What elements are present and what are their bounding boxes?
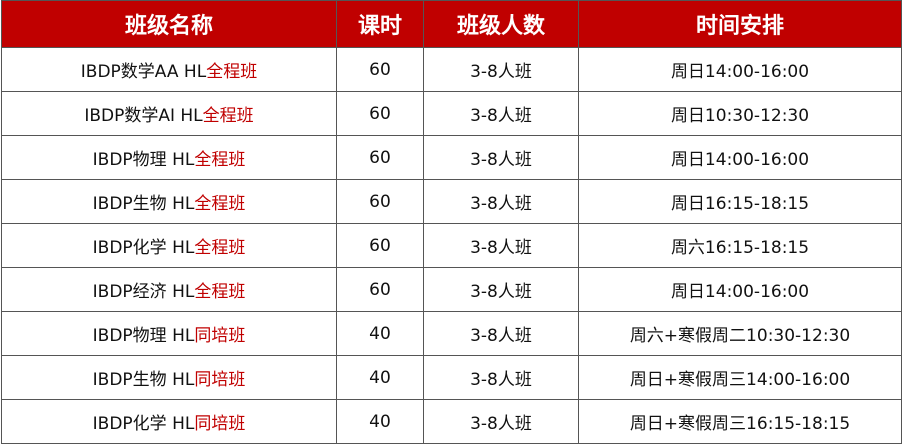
class-name: IBDP物理 HL — [92, 326, 195, 346]
header-row: 班级名称 课时 班级人数 时间安排 — [1, 0, 902, 48]
hours-cell: 60 — [336, 47, 424, 92]
table-row: IBDP数学AA HL全程班 60 3-8人班 周日14:00-16:00 — [1, 47, 902, 92]
class-size-cell: 3-8人班 — [423, 355, 579, 400]
class-name: IBDP生物 HL — [92, 194, 195, 214]
class-name: IBDP化学 HL — [92, 414, 195, 434]
table-row: IBDP化学 HL同培班 40 3-8人班 周日+寒假周三16:15-18:15 — [1, 399, 902, 444]
schedule-cell: 周日14:00-16:00 — [578, 135, 902, 180]
class-type: 同培班 — [194, 370, 246, 390]
table-row: IBDP物理 HL同培班 40 3-8人班 周六+寒假周二10:30-12:30 — [1, 311, 902, 356]
table-row: IBDP经济 HL全程班 60 3-8人班 周日14:00-16:00 — [1, 267, 902, 312]
class-size-cell: 3-8人班 — [423, 311, 579, 356]
hours-cell: 60 — [336, 135, 424, 180]
table-row: IBDP化学 HL全程班 60 3-8人班 周六16:15-18:15 — [1, 223, 902, 268]
class-size-cell: 3-8人班 — [423, 223, 579, 268]
schedule-cell: 周六+寒假周二10:30-12:30 — [578, 311, 902, 356]
hours-cell: 60 — [336, 267, 424, 312]
hours-cell: 40 — [336, 399, 424, 444]
header-schedule: 时间安排 — [578, 0, 902, 48]
header-class-name: 班级名称 — [1, 0, 337, 48]
schedule-cell: 周日16:15-18:15 — [578, 179, 902, 224]
header-hours: 课时 — [336, 0, 424, 48]
class-name: IBDP数学AI HL — [84, 106, 203, 126]
class-type: 全程班 — [194, 238, 246, 258]
class-name-cell: IBDP生物 HL同培班 — [1, 355, 337, 400]
class-name: IBDP数学AA HL — [80, 62, 207, 82]
hours-cell: 40 — [336, 355, 424, 400]
table-row: IBDP数学AI HL全程班 60 3-8人班 周日10:30-12:30 — [1, 91, 902, 136]
schedule-cell: 周日10:30-12:30 — [578, 91, 902, 136]
schedule-cell: 周日+寒假周三16:15-18:15 — [578, 399, 902, 444]
class-name-cell: IBDP物理 HL全程班 — [1, 135, 337, 180]
hours-cell: 40 — [336, 311, 424, 356]
class-size-cell: 3-8人班 — [423, 91, 579, 136]
class-size-cell: 3-8人班 — [423, 47, 579, 92]
class-size-cell: 3-8人班 — [423, 399, 579, 444]
hours-cell: 60 — [336, 91, 424, 136]
class-name-cell: IBDP生物 HL全程班 — [1, 179, 337, 224]
schedule-cell: 周日+寒假周三14:00-16:00 — [578, 355, 902, 400]
schedule-cell: 周六16:15-18:15 — [578, 223, 902, 268]
class-type: 全程班 — [206, 62, 258, 82]
hours-cell: 60 — [336, 179, 424, 224]
class-type: 全程班 — [194, 150, 246, 170]
table-row: IBDP生物 HL同培班 40 3-8人班 周日+寒假周三14:00-16:00 — [1, 355, 902, 400]
class-name: IBDP物理 HL — [92, 150, 195, 170]
hours-cell: 60 — [336, 223, 424, 268]
class-size-cell: 3-8人班 — [423, 267, 579, 312]
class-name-cell: IBDP物理 HL同培班 — [1, 311, 337, 356]
class-type: 全程班 — [202, 106, 254, 126]
class-name-cell: IBDP数学AI HL全程班 — [1, 91, 337, 136]
class-name-cell: IBDP数学AA HL全程班 — [1, 47, 337, 92]
class-name: IBDP化学 HL — [92, 238, 195, 258]
class-type: 同培班 — [194, 326, 246, 346]
class-name-cell: IBDP化学 HL全程班 — [1, 223, 337, 268]
class-type: 同培班 — [194, 414, 246, 434]
header-class-size: 班级人数 — [423, 0, 579, 48]
class-type: 全程班 — [194, 282, 246, 302]
table-row: IBDP生物 HL全程班 60 3-8人班 周日16:15-18:15 — [1, 179, 902, 224]
schedule-cell: 周日14:00-16:00 — [578, 47, 902, 92]
class-size-cell: 3-8人班 — [423, 135, 579, 180]
class-size-cell: 3-8人班 — [423, 179, 579, 224]
class-name-cell: IBDP经济 HL全程班 — [1, 267, 337, 312]
class-name: IBDP生物 HL — [92, 370, 195, 390]
schedule-cell: 周日14:00-16:00 — [578, 267, 902, 312]
class-name: IBDP经济 HL — [92, 282, 195, 302]
class-type: 全程班 — [194, 194, 246, 214]
class-name-cell: IBDP化学 HL同培班 — [1, 399, 337, 444]
table-row: IBDP物理 HL全程班 60 3-8人班 周日14:00-16:00 — [1, 135, 902, 180]
